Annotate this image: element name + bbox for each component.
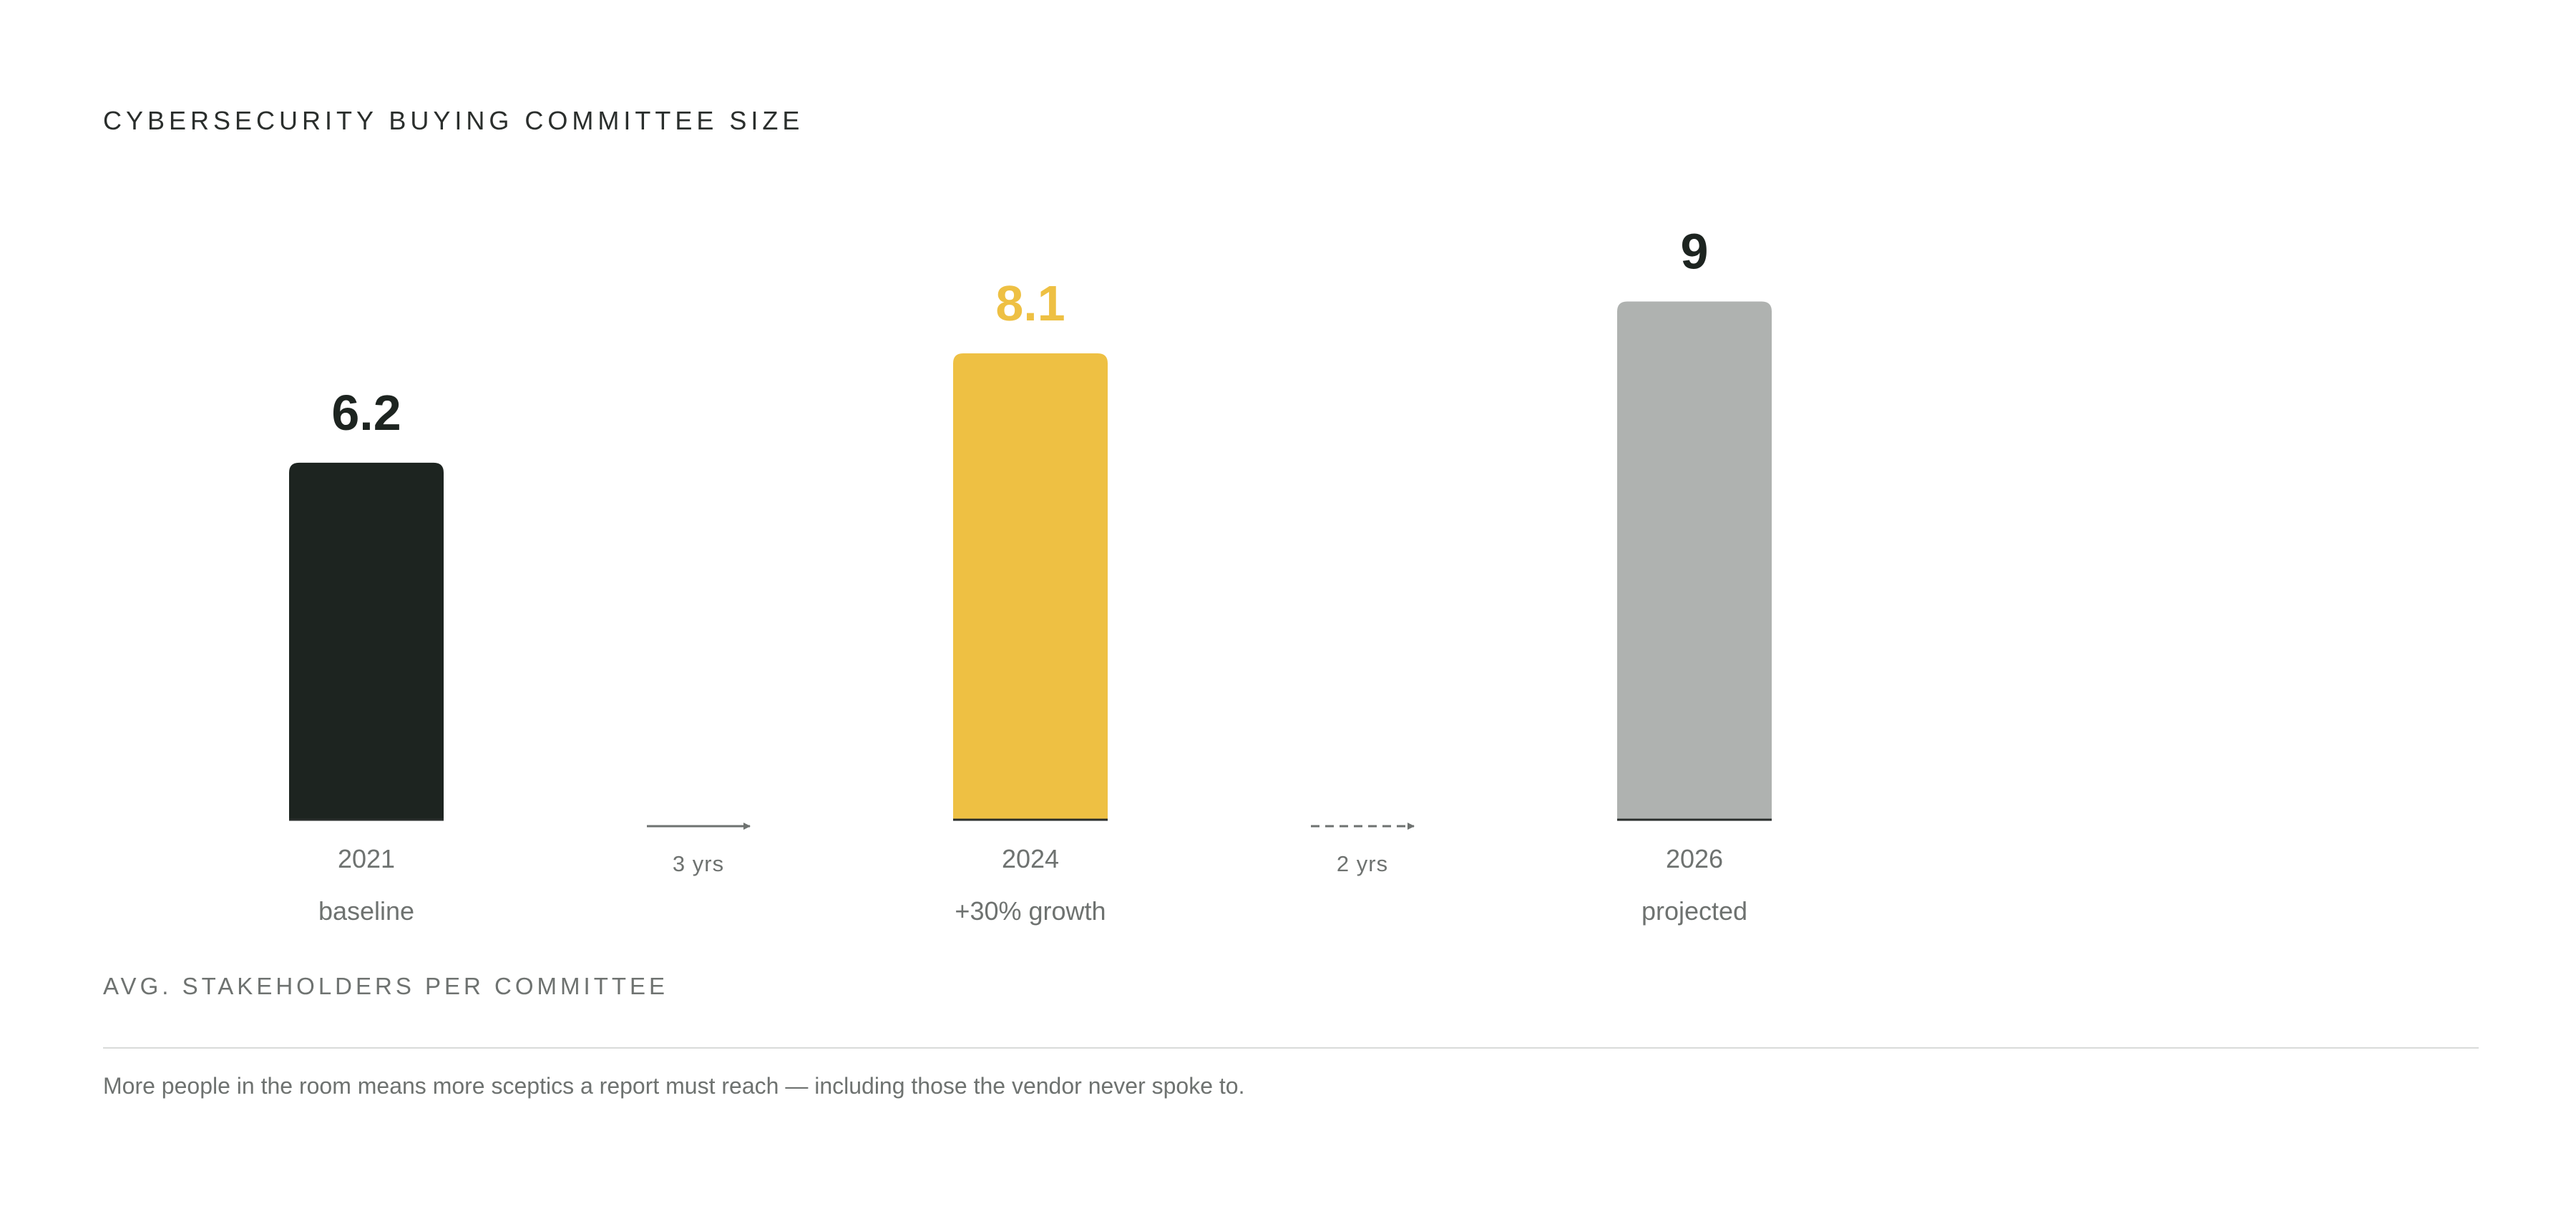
category-subtitle: +30% growth: [955, 896, 1106, 926]
category-label: 2026: [1666, 844, 1723, 873]
chart-title: CYBERSECURITY BUYING COMMITTEE SIZE: [103, 106, 804, 135]
footnote: More people in the room means more scept…: [103, 1073, 1245, 1099]
bar-2026: [1617, 301, 1772, 820]
transition-label: 2 yrs: [1337, 851, 1388, 876]
y-axis-label: AVG. STAKEHOLDERS PER COMMITTEE: [103, 973, 669, 999]
category-subtitle: projected: [1641, 896, 1747, 926]
value-label: 9: [1681, 224, 1709, 280]
transition-label: 3 yrs: [673, 851, 724, 876]
category-subtitle: baseline: [318, 896, 414, 926]
category-label: 2024: [1002, 844, 1059, 873]
category-label: 2021: [338, 844, 395, 873]
bar-2021: [289, 462, 444, 820]
bar-2024: [953, 353, 1108, 820]
value-label: 6.2: [331, 385, 401, 441]
value-label: 8.1: [995, 275, 1065, 331]
divider: [103, 1047, 2479, 1049]
